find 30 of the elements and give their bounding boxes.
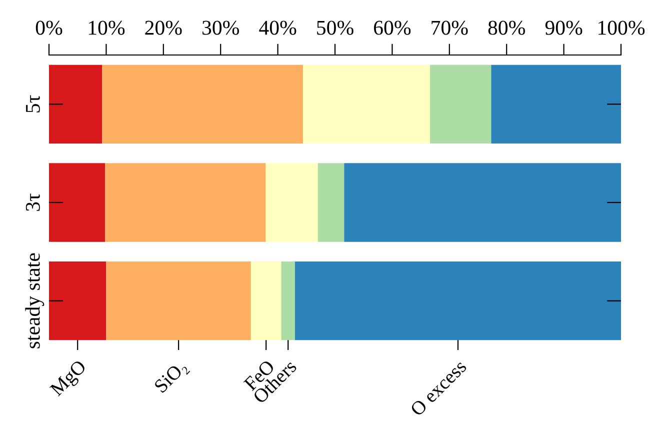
- bar: [49, 262, 106, 340]
- bar: [318, 163, 344, 242]
- x-tick-label: 40%: [259, 20, 296, 35]
- x-tick-label: 70%: [432, 20, 468, 35]
- bar: [266, 163, 318, 242]
- bar: [491, 64, 621, 144]
- bar: [106, 262, 251, 340]
- bar: [281, 262, 295, 340]
- text: SiO₂: [154, 360, 190, 396]
- x-tick-label: 80%: [488, 20, 525, 35]
- bar: [344, 163, 621, 242]
- bar: [49, 64, 102, 144]
- bar: [302, 64, 430, 144]
- y-tick-label: 3τ: [26, 194, 40, 211]
- x-tick-label: 50%: [317, 20, 354, 35]
- x-tick-label: 10%: [88, 20, 125, 35]
- bar: [430, 64, 492, 144]
- x-tick-label: 0%: [36, 20, 62, 35]
- x-tick-label: 100%: [598, 20, 645, 35]
- x-tick-label: 60%: [374, 20, 411, 35]
- y-tick-label: 5τ: [26, 95, 40, 112]
- x-tick-label: 90%: [545, 20, 582, 35]
- y-tick-label: steady state: [25, 253, 44, 348]
- x-tick-label: 30%: [202, 20, 239, 35]
- bar: [294, 262, 621, 340]
- bar: [49, 163, 106, 242]
- x-tick-label: 20%: [145, 20, 182, 35]
- bar: [105, 163, 266, 242]
- bar: [250, 262, 282, 340]
- bar: [102, 64, 303, 144]
